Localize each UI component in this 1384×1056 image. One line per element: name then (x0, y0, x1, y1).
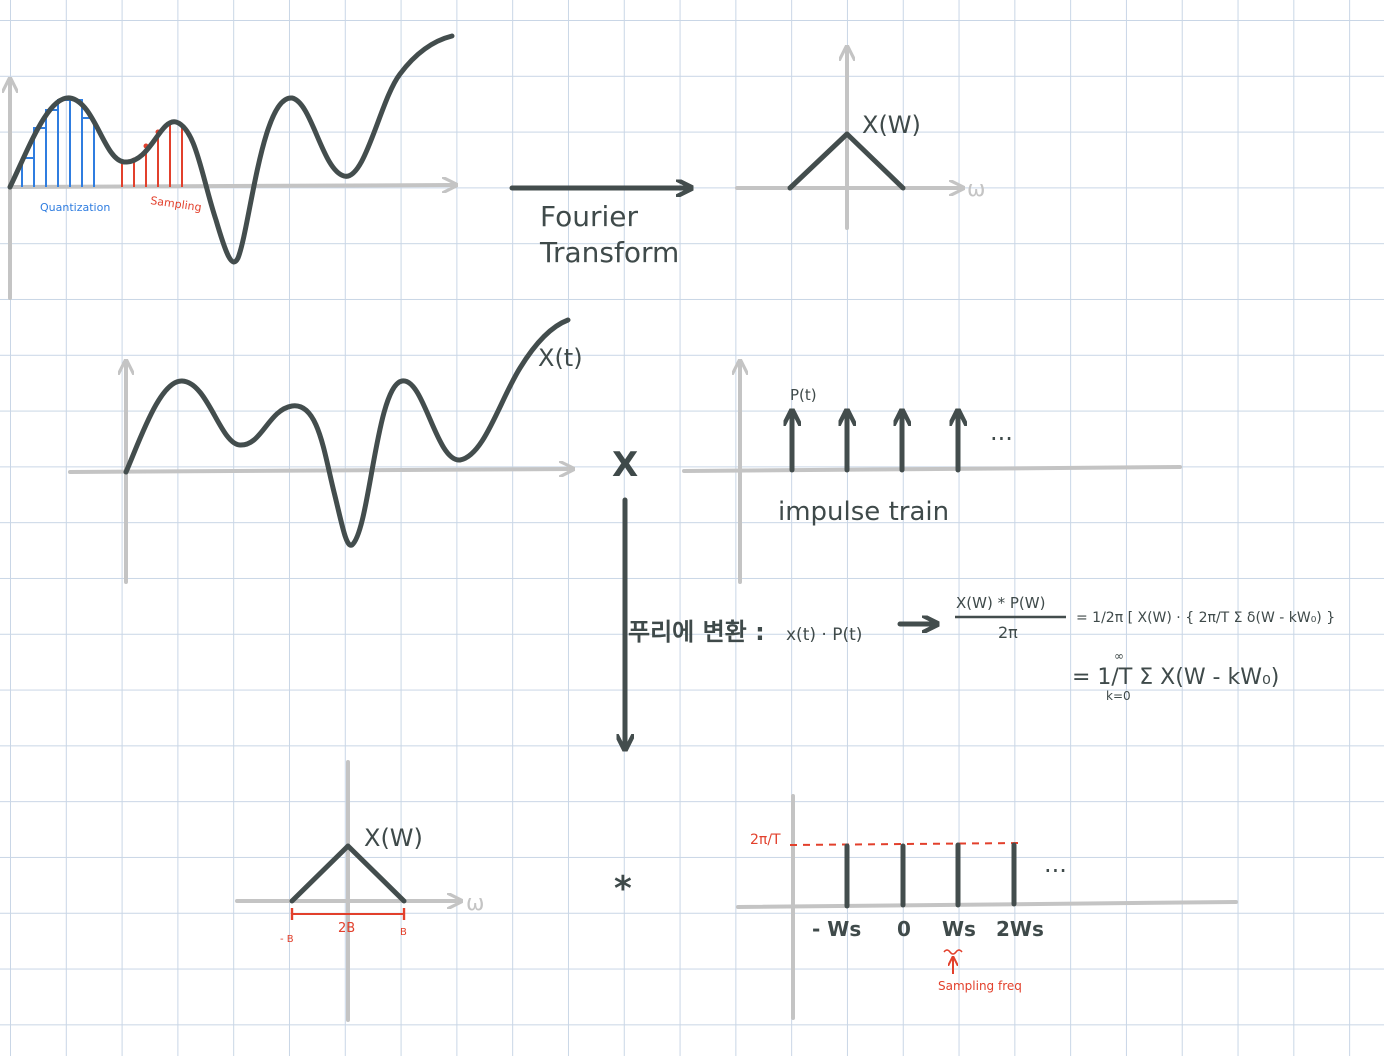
omega-label-bottom: ω (466, 891, 484, 916)
pt-label: P(t) (790, 386, 817, 404)
fourier-transform-korean: 푸리에 변환 : (628, 618, 765, 646)
triangle-spectrum-bottom (289, 843, 407, 904)
eq-rhs-1: = 1/2π [ X(W) · { 2π/T Σ δ(W - kW₀) } (1076, 610, 1335, 626)
xw-label-bottom: X(W) (364, 824, 423, 852)
equation-block: 푸리에 변환 : x(t) · P(t) X(W) * P(W) 2π = 1/… (628, 594, 1335, 703)
eq-sum-bottom: k=0 (1106, 689, 1131, 703)
sampling-freq-label: Sampling freq (938, 979, 1022, 993)
x-axis (736, 900, 1238, 909)
multiply-sign: X (612, 445, 638, 485)
xw-label-top: X(W) (862, 111, 921, 139)
sampled-spectrum-plot: 2π/T ... - Ws 0 Ws 2Ws Sampling freq (736, 794, 1238, 1020)
two-pi-over-t-label: 2π/T (750, 832, 781, 848)
x-axis (68, 469, 572, 472)
eq-frac-numerator: X(W) * P(W) (956, 594, 1045, 612)
tick-2ws: 2Ws (996, 917, 1044, 941)
tick-ws: Ws (942, 917, 976, 941)
tick-neg-ws: - Ws (812, 917, 861, 941)
impulse-train-plot: P(t) ... impulse train (682, 362, 1182, 584)
plus-b-label: B (400, 927, 407, 938)
eq-frac-denominator: 2π (998, 623, 1018, 642)
height-dashed-line (789, 842, 1023, 846)
xt-label: X(t) (538, 344, 583, 372)
impulse-train-label: impulse train (778, 497, 949, 527)
eq-lhs: x(t) · P(t) (786, 625, 862, 645)
sampling-label: Sampling (150, 194, 203, 214)
impulse-dots: ... (990, 418, 1013, 446)
signal-curve-1 (7, 33, 455, 265)
quantization-label: Quantization (40, 201, 110, 214)
sampling-bars (121, 122, 183, 187)
spectrum-dots: ... (1044, 850, 1067, 878)
spectrum-plot-top: X(W) ω (735, 48, 985, 230)
spectrum-plot-bottom: X(W) ω - B 2B B (235, 760, 484, 1022)
two-b-label: 2B (338, 921, 355, 936)
eq-rhs-2: = 1/T Σ X(W - kW₀) (1072, 665, 1279, 690)
triangle-spectrum (787, 131, 906, 191)
minus-b-label: - B (280, 934, 294, 945)
ws-underline (943, 949, 963, 955)
omega-label-top: ω (967, 177, 985, 202)
fourier-transform-arrow: Fourier Transform (509, 188, 690, 269)
fourier-label-line2: Transform (539, 236, 679, 269)
x-axis (8, 185, 455, 187)
quantization-sampling-plot: Quantization Sampling (7, 33, 455, 300)
convolve-sign: * (614, 869, 632, 909)
tick-zero: 0 (897, 917, 911, 941)
fourier-label-line1: Fourier (540, 200, 639, 233)
eq-sum-top: ∞ (1114, 649, 1124, 663)
signal-plot: X(t) (68, 317, 583, 584)
x-axis (682, 465, 1182, 473)
signal-curve-2 (123, 317, 571, 548)
